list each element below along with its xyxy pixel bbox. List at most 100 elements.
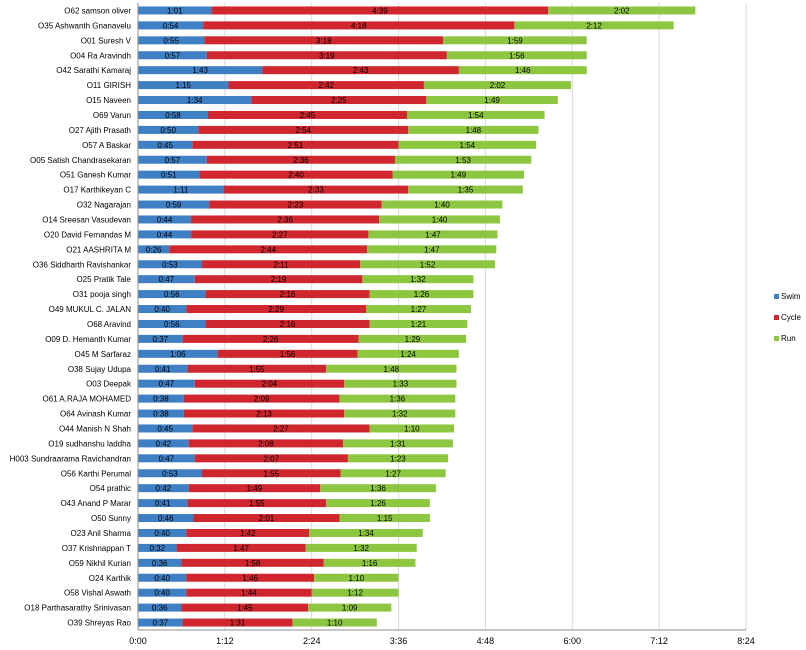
- data-label: 1:35: [458, 186, 474, 195]
- category-label: O44 Manish N Shah: [59, 424, 131, 433]
- data-label: 0:58: [165, 111, 181, 120]
- data-label: 0:57: [165, 156, 181, 165]
- data-label: 4:18: [351, 21, 367, 30]
- data-label: 1:48: [384, 365, 400, 374]
- category-label: O04 Ra Aravindh: [70, 51, 131, 60]
- data-label: 0:36: [152, 604, 168, 613]
- bar-segment-cycle: [181, 558, 324, 567]
- bar-segment-run: [368, 230, 498, 239]
- x-tick-label: 6:00: [564, 636, 582, 646]
- bar-segment-swim: [138, 514, 194, 523]
- bar-segment-cycle: [205, 319, 370, 328]
- data-label: 0:26: [146, 245, 162, 254]
- category-label: O32 Nagarajan: [77, 201, 131, 210]
- data-label: 1:06: [170, 350, 186, 359]
- bar-segment-cycle: [199, 170, 393, 179]
- data-label: 1:47: [425, 230, 441, 239]
- data-label: 2:43: [353, 66, 369, 75]
- data-label: 1:21: [411, 320, 427, 329]
- bar-segment-run: [398, 140, 537, 149]
- category-label: H003 Sundraarama Ravichandran: [10, 454, 131, 463]
- data-label: 0:41: [155, 365, 171, 374]
- category-label: O21 AASHRITA M: [66, 245, 131, 254]
- bar-segment-swim: [138, 558, 182, 567]
- x-tick-label: 0:00: [129, 636, 147, 646]
- bar-segment-run: [305, 543, 417, 552]
- category-label: O36 Siddharth Ravishankar: [33, 260, 132, 269]
- category-label: O59 Nikhil Kurian: [69, 559, 131, 568]
- bar-segment-swim: [138, 66, 263, 75]
- data-label: 0:50: [160, 126, 176, 135]
- data-label: 1:49: [450, 171, 466, 180]
- bar-segment-cycle: [176, 543, 306, 552]
- data-label: 1:11: [173, 186, 189, 195]
- data-label: 2:09: [254, 395, 270, 404]
- bar-segment-cycle: [194, 275, 363, 284]
- data-label: 2:51: [288, 141, 304, 150]
- bar-segment-run: [347, 454, 449, 463]
- bar-segment-cycle: [191, 230, 369, 239]
- bar-segment-run: [408, 125, 539, 134]
- category-label: O24 Karthik: [89, 574, 132, 583]
- data-label: 1:49: [247, 484, 263, 493]
- bar-segment-cycle: [187, 499, 327, 508]
- bar-segment-run: [379, 215, 500, 224]
- category-label: O38 Sujay Udupa: [68, 365, 132, 374]
- data-label: 1:26: [370, 499, 386, 508]
- bar-segment-swim: [138, 484, 189, 493]
- bar-segment-cycle: [206, 51, 447, 60]
- data-label: 0:53: [162, 260, 178, 269]
- bar-segment-run: [458, 66, 587, 75]
- bar-segment-cycle: [194, 454, 348, 463]
- bar-segment-run: [367, 245, 497, 254]
- data-label: 1:34: [358, 529, 374, 538]
- category-label: O39 Shreyas Rao: [67, 619, 131, 628]
- data-label: 2:25: [331, 96, 347, 105]
- data-label: 0:37: [153, 335, 169, 344]
- bar-segment-run: [392, 170, 525, 179]
- data-label: 1:10: [404, 424, 420, 433]
- data-label: 3:18: [316, 36, 332, 45]
- bar-segment-swim: [138, 379, 195, 388]
- data-label: 2:33: [308, 186, 324, 195]
- bar-segment-run: [309, 528, 423, 537]
- data-label: 2:02: [614, 6, 630, 15]
- category-label: O27 Ajith Prasath: [69, 126, 131, 135]
- data-label: 1:44: [241, 589, 257, 598]
- data-label: 2:02: [490, 81, 506, 90]
- category-label: O56 Karthi Perumal: [61, 469, 131, 478]
- data-label: 2:45: [300, 111, 316, 120]
- category-label: O57 A Baskar: [82, 141, 131, 150]
- bar-segment-run: [548, 6, 696, 15]
- data-label: 1:42: [240, 529, 256, 538]
- data-label: 1:49: [484, 96, 500, 105]
- data-label: 1:53: [455, 156, 471, 165]
- bar-segment-swim: [138, 260, 202, 269]
- bar-segment-swim: [138, 305, 187, 314]
- data-label: 0:40: [154, 589, 170, 598]
- category-label: O05 Satish Chandrasekaran: [30, 156, 131, 165]
- data-label: 1:40: [432, 215, 448, 224]
- bar-segment-cycle: [205, 290, 370, 299]
- bar-segment-cycle: [192, 424, 370, 433]
- bar-segment-swim: [138, 573, 187, 582]
- data-label: 0:38: [153, 395, 169, 404]
- category-label: O09 D. Hemanth Kumar: [45, 335, 131, 344]
- data-label: 2:23: [288, 201, 304, 210]
- bar-segment-cycle: [182, 334, 359, 343]
- bar-segment-run: [407, 110, 545, 119]
- bar-segment-swim: [138, 603, 182, 612]
- data-label: 0:44: [157, 215, 173, 224]
- data-label: 2:42: [318, 81, 334, 90]
- category-label: O64 Avinash Kumar: [60, 410, 131, 419]
- data-label: 1:33: [393, 380, 409, 389]
- category-label: O51 Ganesh Kumar: [60, 171, 131, 180]
- bar-segment-run: [362, 275, 474, 284]
- bar-segment-cycle: [169, 245, 368, 254]
- data-label: 2:07: [264, 454, 280, 463]
- bar-segment-run: [320, 484, 436, 493]
- bar-segment-run: [357, 349, 459, 358]
- category-label: O03 Deepak: [86, 380, 132, 389]
- data-label: 1:27: [411, 305, 427, 314]
- bar-segment-run: [344, 379, 457, 388]
